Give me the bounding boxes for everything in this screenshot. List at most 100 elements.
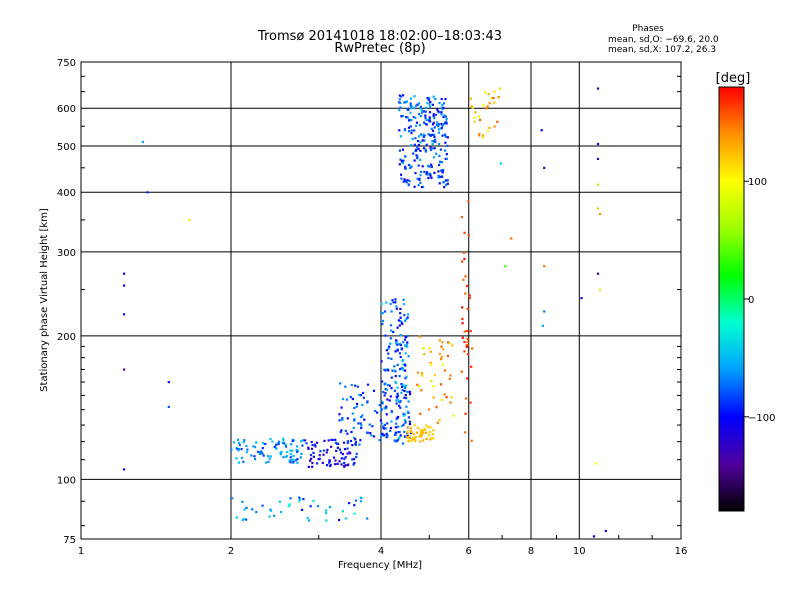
data-point: [338, 413, 341, 416]
data-point: [405, 116, 408, 119]
data-point: [404, 364, 407, 367]
data-point: [340, 406, 343, 409]
data-point: [438, 339, 441, 342]
data-point: [431, 123, 435, 126]
data-point: [345, 517, 348, 520]
data-point: [394, 370, 397, 373]
data-point: [462, 251, 466, 254]
data-point: [420, 433, 423, 436]
data-point: [291, 449, 294, 452]
data-point: [256, 450, 260, 453]
data-point: [444, 115, 447, 118]
data-point: [444, 157, 447, 160]
data-point: [418, 335, 421, 338]
data-point: [322, 453, 325, 456]
data-point: [372, 389, 376, 392]
data-point: [326, 464, 329, 467]
y-tick-label: 75: [63, 535, 76, 546]
data-point: [428, 408, 431, 411]
data-point: [437, 131, 440, 134]
data-point: [288, 503, 291, 506]
data-point: [383, 427, 386, 430]
data-point: [592, 535, 596, 538]
data-point: [325, 509, 328, 512]
data-point: [407, 400, 410, 403]
data-point: [406, 426, 409, 429]
data-point: [432, 385, 435, 388]
data-point: [404, 377, 407, 380]
data-point: [242, 441, 245, 444]
data-point: [409, 102, 412, 105]
data-point: [407, 440, 410, 443]
x-tick-label: 4: [378, 546, 384, 557]
data-point: [469, 97, 472, 100]
data-point: [403, 314, 406, 317]
data-point: [312, 499, 315, 502]
data-point: [342, 441, 346, 444]
data-point: [466, 307, 469, 310]
data-point: [433, 374, 436, 377]
data-point: [433, 147, 436, 150]
data-point: [441, 106, 444, 109]
data-point: [463, 341, 466, 344]
data-point: [423, 170, 426, 173]
data-point: [422, 439, 425, 442]
data-point: [413, 185, 416, 188]
data-point: [233, 441, 236, 444]
y-axis-ticks: 75 100 200 300 400 500 600 750: [57, 58, 681, 546]
data-point: [384, 310, 387, 313]
data-point: [428, 116, 431, 119]
data-point: [409, 393, 412, 396]
data-point: [289, 461, 292, 464]
data-point: [431, 140, 434, 143]
data-point: [401, 161, 405, 165]
data-point: [339, 451, 343, 454]
data-point: [299, 456, 302, 459]
data-point: [402, 341, 405, 344]
data-point: [388, 345, 391, 348]
data-point: [429, 438, 432, 441]
data-point: [285, 455, 288, 458]
data-point: [354, 499, 358, 502]
data-point: [406, 345, 409, 348]
data-point: [399, 334, 402, 337]
data-point: [404, 420, 407, 423]
data-point: [464, 292, 467, 295]
data-point: [340, 457, 343, 460]
data-point: [292, 454, 295, 457]
data-point: [402, 414, 405, 417]
data-point: [348, 502, 351, 505]
data-point: [411, 438, 414, 441]
data-point: [259, 452, 262, 455]
data-point: [433, 135, 436, 138]
data-point: [432, 396, 435, 399]
data-point: [277, 443, 280, 446]
data-point: [499, 162, 502, 165]
data-point: [428, 118, 431, 121]
data-point: [343, 465, 346, 468]
data-point: [403, 389, 406, 393]
data-point: [406, 390, 409, 393]
data-point: [296, 458, 299, 461]
y-tick-label: 300: [57, 248, 76, 259]
data-point: [235, 516, 238, 519]
data-point: [402, 412, 405, 415]
data-point: [349, 396, 352, 399]
data-point: [404, 435, 407, 438]
data-point: [432, 156, 436, 159]
data-point: [301, 444, 304, 447]
data-point: [368, 423, 371, 426]
data-point: [295, 448, 298, 452]
data-point: [314, 445, 317, 448]
data-point: [443, 133, 447, 136]
data-point: [300, 452, 303, 455]
data-point: [382, 434, 385, 437]
data-point: [434, 138, 437, 141]
data-point: [344, 429, 347, 432]
data-point: [404, 335, 407, 338]
data-point: [353, 512, 356, 515]
data-point: [381, 311, 384, 314]
data-point: [418, 113, 421, 116]
data-point: [410, 129, 413, 132]
data-point: [403, 430, 406, 433]
